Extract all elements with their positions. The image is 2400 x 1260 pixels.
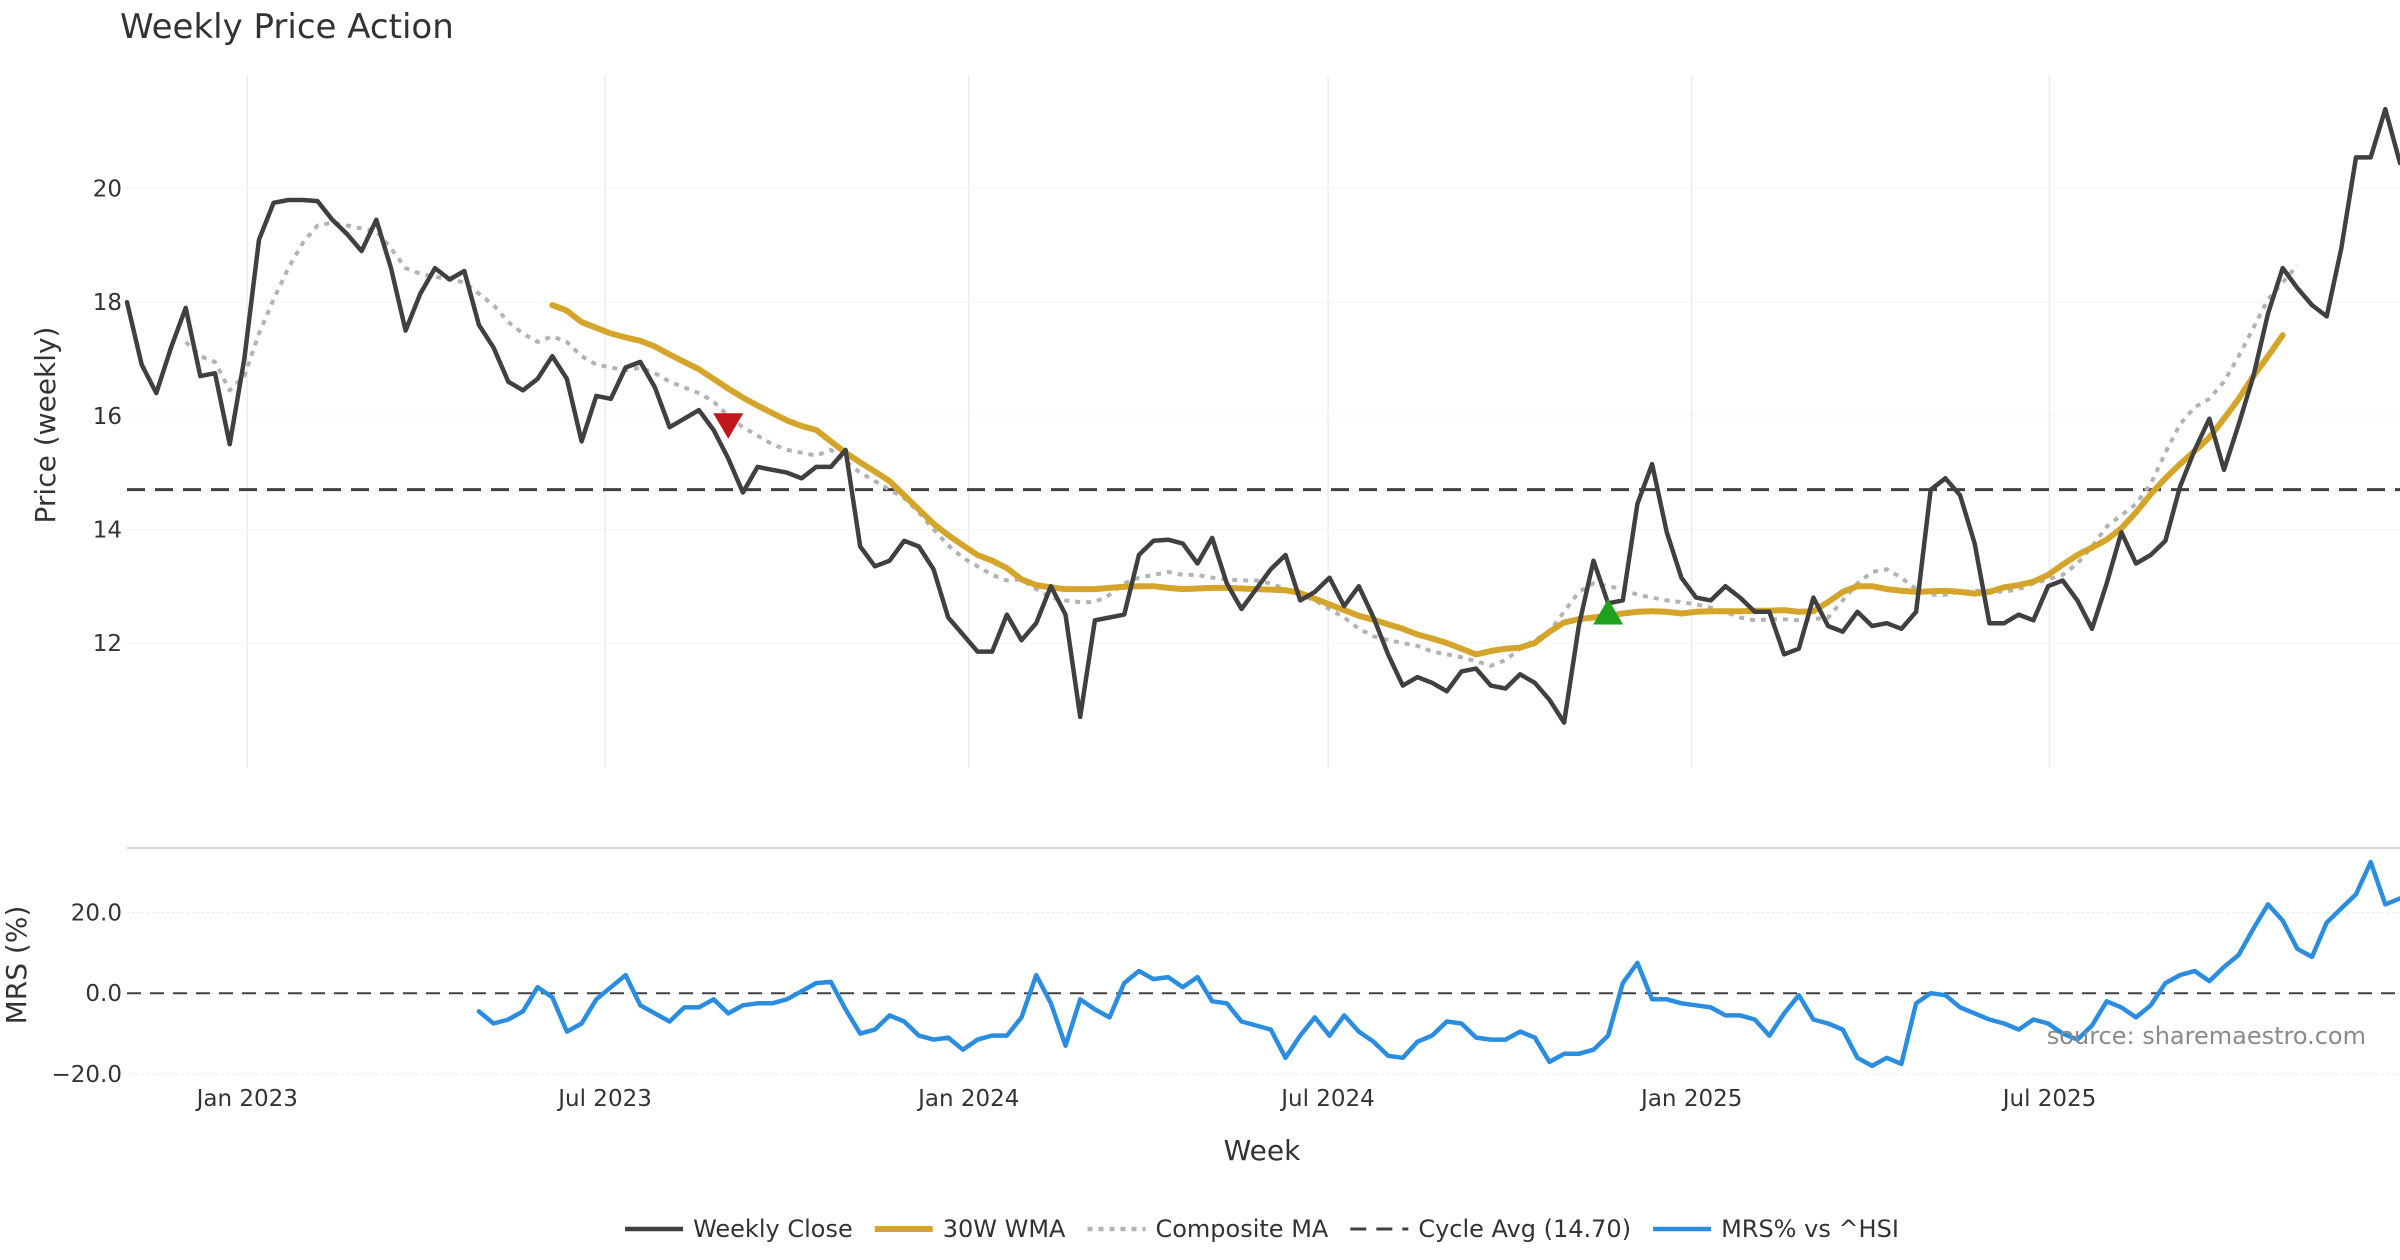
signal-markers [713,413,1624,625]
mrs-y-axis-title: MRS (%) [0,906,33,1025]
series-mrs-vs-hsi [476,859,2400,1069]
legend-label-cycle-avg-14-70: Cycle Avg (14.70) [1418,1215,1631,1243]
mrs-series-group [476,859,2400,1069]
mrs-y-tick-20-0: −20.0 [52,1062,122,1088]
legend-label-composite-ma: Composite MA [1155,1215,1328,1243]
legend-label-30w-wma: 30W WMA [943,1215,1066,1243]
price-y-tick-12: 12 [93,631,122,657]
series-composite-ma [184,220,2299,668]
x-tick-jul-2024: Jul 2024 [1279,1086,1375,1112]
x-tick-jul-2025: Jul 2025 [2001,1086,2097,1112]
legend-label-weekly-close: Weekly Close [693,1215,853,1243]
buy-signal-marker [1593,599,1624,625]
price-y-ticks: 12 14 16 18 20 [93,177,122,657]
price-y-tick-14: 14 [93,517,122,543]
legend-label-mrs-vs-hsi: MRS% vs ^HSI [1721,1215,1899,1243]
mrs-y-tick-0-0: 0.0 [85,981,122,1007]
x-tick-jul-2023: Jul 2023 [556,1086,652,1112]
x-axis-title: Week [1224,1134,1301,1167]
price-y-tick-16: 16 [93,404,122,430]
series-30w-wma [549,302,2286,658]
x-ticks: Jan 2023 Jul 2023 Jan 2024 Jul 2024 Jan 2025… [195,1086,2097,1112]
price-y-tick-20: 20 [93,177,122,203]
x-tick-jan-2024: Jan 2024 [916,1086,1019,1112]
sell-signal-marker [713,413,744,439]
series-weekly-close [124,106,2400,725]
chart-title: Weekly Price Action [120,7,454,47]
price-y-axis-title: Price (weekly) [29,327,62,524]
legend: Weekly Close 30W WMA Composite MA Cycle Avg… [625,1215,1899,1243]
mrs-y-ticks: 20.0 0.0 −20.0 [52,900,122,1087]
price-gridlines [127,75,2400,768]
source-label: source: sharemaestro.com [2047,1022,2366,1050]
x-tick-jan-2023: Jan 2023 [195,1086,298,1112]
x-tick-jan-2025: Jan 2025 [1639,1086,1742,1112]
price-y-tick-18: 18 [93,290,122,316]
price-series-group [124,106,2400,725]
mrs-y-tick-20-0: 20.0 [71,900,122,926]
